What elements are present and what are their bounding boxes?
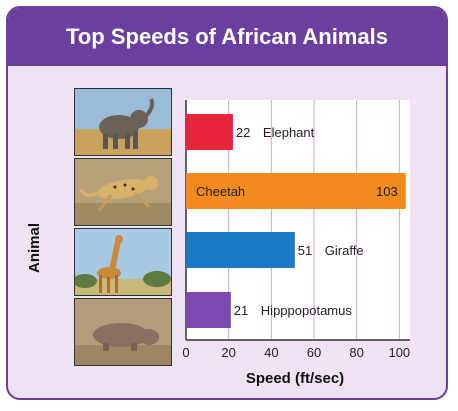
x-tick-60: 60 (307, 345, 321, 360)
x-tick-100: 100 (388, 345, 410, 360)
giraffe-photo (74, 228, 172, 296)
bar-giraffe (186, 232, 295, 268)
cheetah-photo (74, 158, 172, 226)
category-label-elephant: Elephant (263, 125, 315, 140)
giraffe-icon (75, 229, 171, 295)
bar-elephant (186, 114, 233, 150)
x-tick-0: 0 (182, 345, 189, 360)
value-label-hippopotamus: 21 (234, 303, 248, 318)
bar-cheetah (186, 173, 406, 209)
hippopotamus-photo (74, 298, 172, 366)
category-label-hippopotamus: Hipppopotamus (261, 303, 353, 318)
elephant-icon (75, 89, 171, 155)
hippopotamus-icon (75, 299, 171, 365)
value-label-cheetah: 103 (376, 184, 398, 199)
cheetah-icon (75, 159, 171, 225)
category-label-giraffe: Giraffe (325, 243, 364, 258)
value-label-giraffe: 51 (298, 243, 312, 258)
x-axis-title: Speed (ft/sec) (246, 370, 344, 387)
elephant-photo (74, 88, 172, 156)
title-bar: Top Speeds of African Animals (8, 8, 446, 66)
x-tick-20: 20 (221, 345, 235, 360)
bar-hippopotamus (186, 292, 231, 328)
x-tick-40: 40 (264, 345, 278, 360)
x-tick-80: 80 (349, 345, 363, 360)
category-label-cheetah: Cheetah (196, 184, 245, 199)
value-label-elephant: 22 (236, 125, 250, 140)
chart-title: Top Speeds of African Animals (66, 24, 388, 49)
